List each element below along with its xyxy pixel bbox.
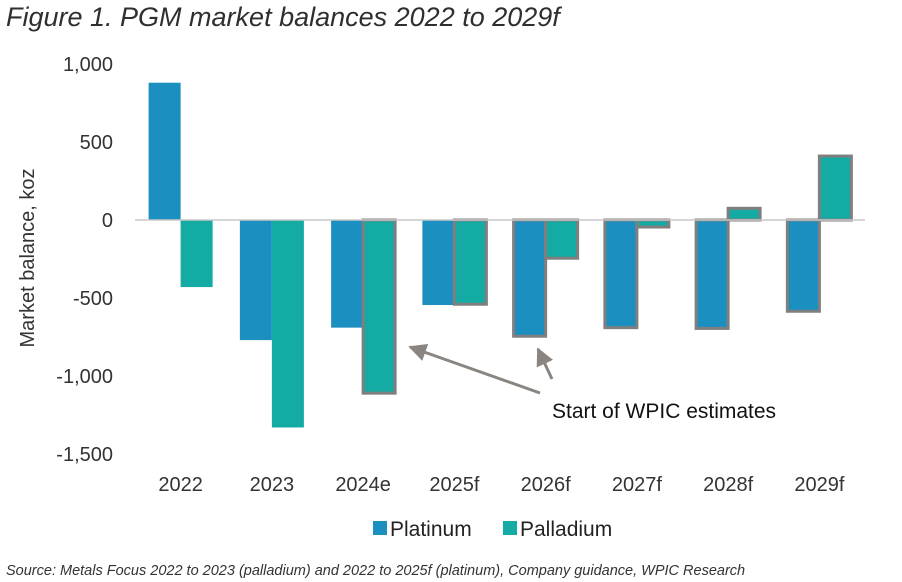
bar-palladium-2027f (635, 218, 671, 229)
chart-title: Figure 1. PGM market balances 2022 to 20… (6, 2, 560, 32)
legend: Platinum Palladium (373, 518, 612, 541)
legend-swatch-palladium (503, 521, 517, 535)
bar-chart: 1,000 500 0 -500 -1,000 -1,500 Market balance… (17, 54, 865, 541)
bar-palladium-2024e (361, 218, 397, 395)
x-tick-label: 2023 (250, 474, 295, 496)
bar-platinum-2023 (239, 220, 272, 341)
x-axis-ticks: 2022 2023 2024e 2025f 2026f 2027f 2028f 2029f (158, 474, 844, 496)
x-tick-label: 2028f (703, 474, 753, 496)
x-tick-label: 2025f (429, 474, 479, 496)
x-tick-label: 2022 (158, 474, 203, 496)
bars (148, 82, 853, 428)
y-tick-label: 500 (80, 132, 113, 154)
estimates-annotation: Start of WPIC estimates (408, 343, 776, 423)
legend-swatch-platinum (373, 521, 387, 535)
y-axis-ticks: 1,000 500 0 -500 -1,000 -1,500 (56, 54, 113, 466)
x-tick-label: 2026f (521, 474, 571, 496)
x-tick-label: 2024e (335, 474, 391, 496)
y-tick-label: -1,000 (56, 366, 113, 388)
legend-label-platinum: Platinum (390, 518, 472, 541)
bar-platinum-2029f (785, 218, 821, 313)
y-tick-label: 1,000 (63, 54, 113, 76)
annotation-arrow-short (536, 347, 554, 380)
bar-palladium-2022 (180, 220, 213, 288)
bar-palladium-2029f (817, 154, 853, 222)
source-note: Source: Metals Focus 2022 to 2023 (palla… (6, 563, 746, 579)
annotation-text: Start of WPIC estimates (552, 400, 776, 423)
bar-palladium-2028f (726, 206, 762, 222)
bar-platinum-2028f (694, 218, 730, 330)
bar-platinum-2022 (148, 82, 181, 220)
bar-platinum-2025f (422, 220, 455, 306)
y-tick-label: 0 (102, 210, 113, 232)
bar-palladium-2023 (271, 220, 304, 428)
bar-palladium-2025f (452, 218, 488, 306)
bar-platinum-2027f (603, 218, 639, 330)
y-axis-label: Market balance, koz (17, 169, 39, 348)
bar-palladium-2026f (544, 218, 580, 260)
x-tick-label: 2029f (794, 474, 844, 496)
y-tick-label: -500 (73, 288, 113, 310)
y-tick-label: -1,500 (56, 444, 113, 466)
annotation-arrow-long (408, 343, 541, 395)
legend-label-palladium: Palladium (520, 518, 612, 541)
bar-platinum-2024e (331, 220, 364, 328)
bar-platinum-2026f (512, 218, 548, 338)
x-tick-label: 2027f (612, 474, 662, 496)
